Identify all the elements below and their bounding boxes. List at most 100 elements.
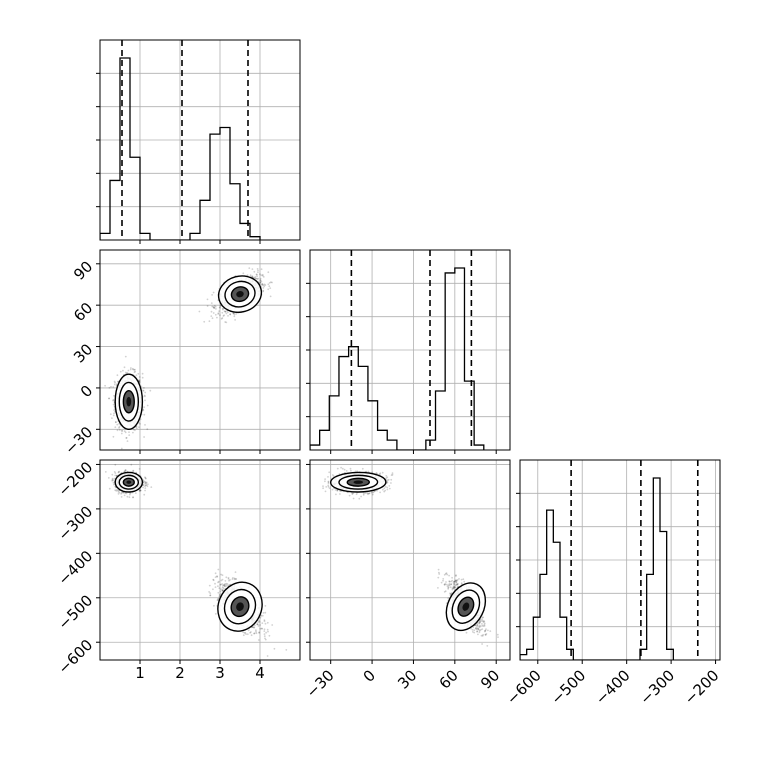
sample-point [214, 613, 217, 615]
sample-point [388, 487, 391, 490]
sample-point [132, 368, 135, 371]
sample-point [110, 385, 112, 388]
sample-point [135, 374, 138, 377]
sample-point [143, 387, 145, 389]
sample-point [445, 581, 447, 583]
sample-point [213, 307, 216, 309]
sample-point [112, 414, 115, 417]
sample-point [125, 492, 128, 495]
sample-point [214, 586, 217, 588]
sample-point [128, 431, 130, 433]
sample-point [324, 490, 327, 493]
sample-point [370, 491, 373, 494]
sample-point [341, 467, 344, 470]
sample-point [383, 487, 386, 490]
sample-point [143, 480, 145, 483]
sample-point [198, 310, 201, 313]
sample-point [444, 590, 447, 592]
sample-point [113, 383, 116, 386]
sample-point [262, 612, 265, 614]
sample-point [117, 490, 120, 493]
sample-point [481, 616, 484, 619]
sample-point [132, 431, 134, 434]
sample-point [478, 631, 481, 634]
sample-point [113, 477, 116, 480]
sample-point [138, 426, 140, 429]
sample-point [368, 492, 370, 495]
sample-point [114, 474, 117, 477]
sample-point [229, 313, 232, 316]
sample-point [264, 638, 267, 641]
sample-point [246, 633, 249, 636]
sample-point [386, 486, 389, 489]
sample-point [234, 571, 237, 573]
sample-point [263, 620, 266, 623]
sample-point [390, 474, 393, 476]
sample-point [259, 627, 262, 630]
sample-point [261, 614, 264, 617]
sample-point [138, 468, 141, 470]
sample-point [258, 620, 260, 622]
sample-point [322, 485, 324, 487]
sample-point [345, 470, 348, 472]
sample-point [217, 312, 220, 314]
sample-point [142, 483, 145, 486]
sample-point [104, 384, 106, 387]
sample-point [145, 484, 148, 486]
sample-point [263, 619, 266, 621]
sample-point [267, 283, 270, 286]
sample-point [214, 576, 217, 578]
sample-point [210, 315, 213, 317]
sample-point [267, 288, 270, 291]
sample-point [254, 277, 257, 280]
sample-point [219, 314, 221, 316]
sample-point [222, 584, 224, 587]
sample-point [144, 487, 147, 489]
sample-point [351, 492, 354, 495]
sample-point [496, 633, 499, 636]
sample-point [141, 372, 144, 375]
sample-point [139, 489, 142, 492]
sample-point [483, 620, 486, 623]
sample-point [111, 473, 114, 476]
sample-point [229, 313, 232, 316]
sample-point [471, 628, 474, 631]
sample-point [138, 379, 141, 382]
sample-point [132, 496, 135, 498]
sample-point [364, 492, 367, 494]
sample-point [375, 472, 378, 475]
scatter-points [104, 267, 273, 450]
sample-point [214, 313, 217, 316]
sample-point [212, 578, 215, 581]
sample-point [222, 315, 225, 317]
sample-point [145, 481, 148, 484]
sample-point [212, 306, 215, 308]
sample-point [263, 285, 266, 288]
sample-point [462, 578, 465, 581]
sample-point [122, 369, 124, 372]
sample-point [328, 487, 331, 490]
sample-point [268, 634, 271, 637]
sample-point [233, 313, 236, 316]
sample-point [112, 435, 115, 438]
sample-point [227, 315, 229, 317]
sample-point [324, 480, 326, 483]
sample-point [225, 584, 228, 586]
sample-point [268, 282, 271, 284]
sample-point [138, 376, 141, 378]
sample-point [139, 381, 141, 383]
sample-point [224, 310, 227, 313]
sample-point [126, 371, 129, 374]
panel-background [100, 460, 300, 660]
sample-point [225, 585, 227, 587]
sample-point [119, 370, 122, 373]
sample-point [386, 479, 389, 482]
sample-point [208, 591, 211, 593]
sample-point [266, 655, 269, 657]
sample-point [373, 490, 375, 493]
sample-point [361, 467, 364, 470]
sample-point [379, 472, 382, 475]
sample-point [144, 481, 147, 484]
sample-point [255, 273, 258, 276]
histogram-step [310, 267, 485, 450]
